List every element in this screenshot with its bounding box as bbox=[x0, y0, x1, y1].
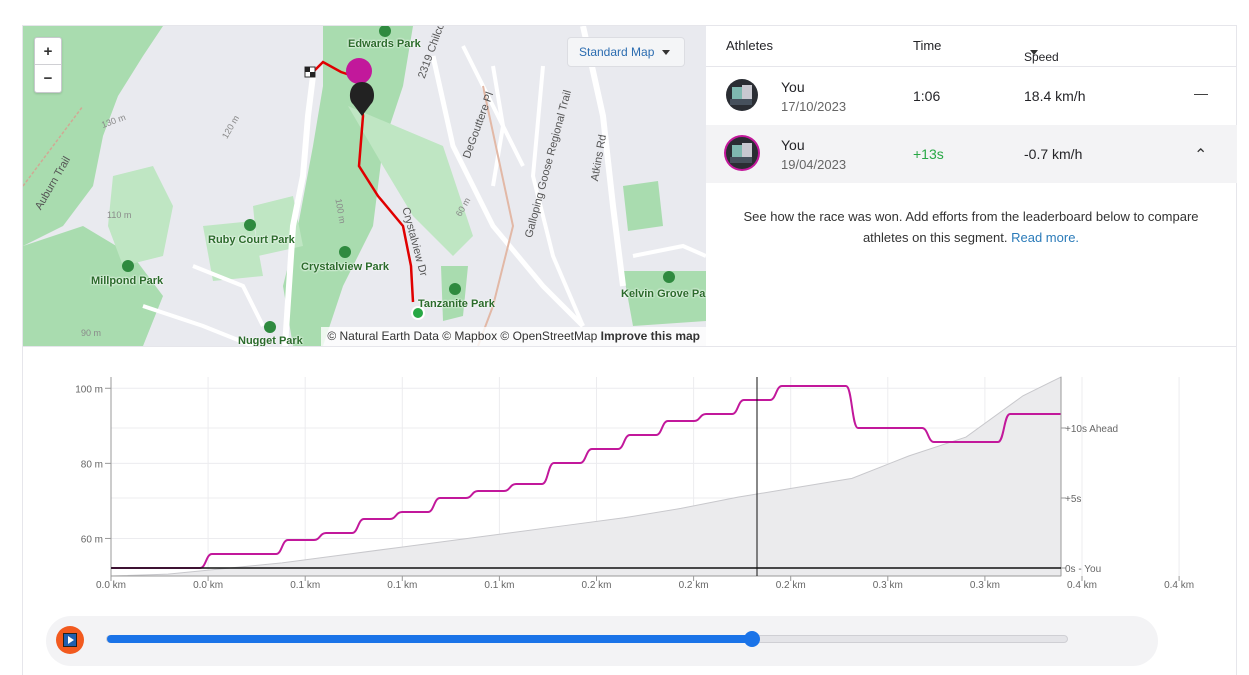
x-tick-label: 0.3 km bbox=[873, 580, 903, 591]
section-divider bbox=[23, 346, 1237, 347]
x-tick-label: 0.1 km bbox=[484, 580, 514, 591]
x-tick-label: 0.0 km bbox=[193, 580, 223, 591]
segment-card bbox=[22, 25, 1237, 675]
elevation-area-shape bbox=[110, 376, 1062, 577]
x-tick-label: 0.4 km bbox=[1067, 580, 1097, 591]
x-tick-label: 0.2 km bbox=[776, 580, 806, 591]
x-tick-label: 0.2 km bbox=[581, 580, 611, 591]
athlete-name[interactable]: You bbox=[781, 137, 805, 153]
x-tick-label: 0.0 km bbox=[96, 580, 126, 591]
park-label: Ruby Court Park bbox=[208, 234, 295, 246]
park-label: Tanzanite Park bbox=[418, 298, 495, 310]
caret-down-icon bbox=[662, 49, 671, 55]
athletes-header: Athletes Time Speed bbox=[706, 26, 1237, 67]
park-label: Nugget Park bbox=[238, 335, 303, 346]
athlete-name[interactable]: You bbox=[781, 79, 805, 95]
time-gap-line bbox=[111, 385, 1061, 569]
contour-label: 90 m bbox=[81, 328, 102, 338]
park-label: Kelvin Grove Pa bbox=[621, 288, 706, 300]
map-type-dropdown[interactable]: Standard Map bbox=[567, 37, 686, 67]
park-label: Edwards Park bbox=[348, 38, 421, 50]
effort-date: 19/04/2023 bbox=[781, 157, 847, 172]
caret-down-icon bbox=[1030, 50, 1038, 55]
chevron-up-icon[interactable]: ⌃ bbox=[1194, 147, 1208, 164]
park-label: Millpond Park bbox=[91, 275, 164, 287]
x-tick-label: 0.1 km bbox=[290, 580, 320, 591]
play-icon bbox=[63, 633, 77, 647]
athletes-column-header: Athletes bbox=[726, 38, 773, 53]
improve-map-link[interactable]: Improve this map bbox=[600, 329, 700, 343]
time-gap-series bbox=[111, 385, 1061, 569]
y-tick-label: 60 m bbox=[81, 534, 103, 545]
compare-info-text: See how the race was won. Add efforts fr… bbox=[743, 209, 1199, 245]
map-type-label: Standard Map bbox=[579, 45, 655, 59]
progress-knob[interactable] bbox=[744, 631, 761, 647]
play-button[interactable] bbox=[56, 626, 84, 654]
y-right-tick-label: 0s - You bbox=[1065, 564, 1101, 575]
attribution-text: © Natural Earth Data © Mapbox © OpenStre… bbox=[327, 329, 598, 343]
map-attribution: © Natural Earth Data © Mapbox © OpenStre… bbox=[321, 327, 706, 346]
x-tick-label: 0.3 km bbox=[970, 580, 1000, 591]
zoom-control: + − bbox=[34, 37, 62, 93]
progress-track[interactable] bbox=[106, 631, 1068, 647]
zoom-in-button[interactable]: + bbox=[43, 42, 53, 60]
effort-time: 1:06 bbox=[913, 88, 941, 104]
elevation-area bbox=[110, 376, 1062, 577]
chart-axes bbox=[110, 377, 1062, 577]
effort-date: 17/10/2023 bbox=[781, 99, 847, 114]
segment-map[interactable]: Edwards Park Ruby Court Park Crystalview… bbox=[23, 26, 706, 346]
y-tick-label: 100 m bbox=[75, 384, 103, 395]
read-more-link[interactable]: Read more. bbox=[1011, 230, 1080, 245]
athlete-row[interactable]: You 19/04/2023 +13s -0.7 km/h ⌃ bbox=[706, 125, 1237, 183]
y-right-labels: +10s Ahead +5s 0s - You bbox=[1061, 424, 1118, 575]
park-label: Crystalview Park bbox=[301, 261, 390, 273]
athlete-row[interactable]: You 17/10/2023 1:06 18.4 km/h — bbox=[706, 67, 1237, 125]
avatar bbox=[726, 79, 758, 111]
effort-speed: 18.4 km/h bbox=[1024, 88, 1086, 104]
y-right-tick-label: +10s Ahead bbox=[1065, 424, 1118, 435]
x-tick-labels: 0.0 km 0.0 km 0.1 km 0.1 km 0.1 km 0.2 km 0.2 … bbox=[96, 576, 1194, 591]
x-tick-label: 0.4 km bbox=[1164, 580, 1194, 591]
collapse-row-icon[interactable]: — bbox=[1194, 85, 1208, 101]
time-column-header: Time bbox=[913, 38, 942, 53]
avatar bbox=[726, 137, 758, 169]
zoom-out-button[interactable]: − bbox=[35, 64, 61, 91]
x-tick-label: 0.2 km bbox=[679, 580, 709, 591]
progress-fill bbox=[107, 635, 753, 643]
effort-time-diff: +13s bbox=[913, 146, 944, 162]
contour-label: 110 m bbox=[107, 210, 132, 220]
effort-speed: -0.7 km/h bbox=[1024, 146, 1083, 162]
y-tick-label: 80 m bbox=[81, 459, 103, 470]
y-left-labels: 100 m 80 m 60 m bbox=[75, 384, 111, 545]
compare-info: See how the race was won. Add efforts fr… bbox=[736, 206, 1206, 248]
playback-bar bbox=[46, 616, 1158, 666]
y-right-tick-label: +5s bbox=[1065, 494, 1081, 505]
x-tick-label: 0.1 km bbox=[387, 580, 417, 591]
athletes-panel: Athletes Time Speed You 17/10/2023 1:06 … bbox=[706, 26, 1237, 346]
